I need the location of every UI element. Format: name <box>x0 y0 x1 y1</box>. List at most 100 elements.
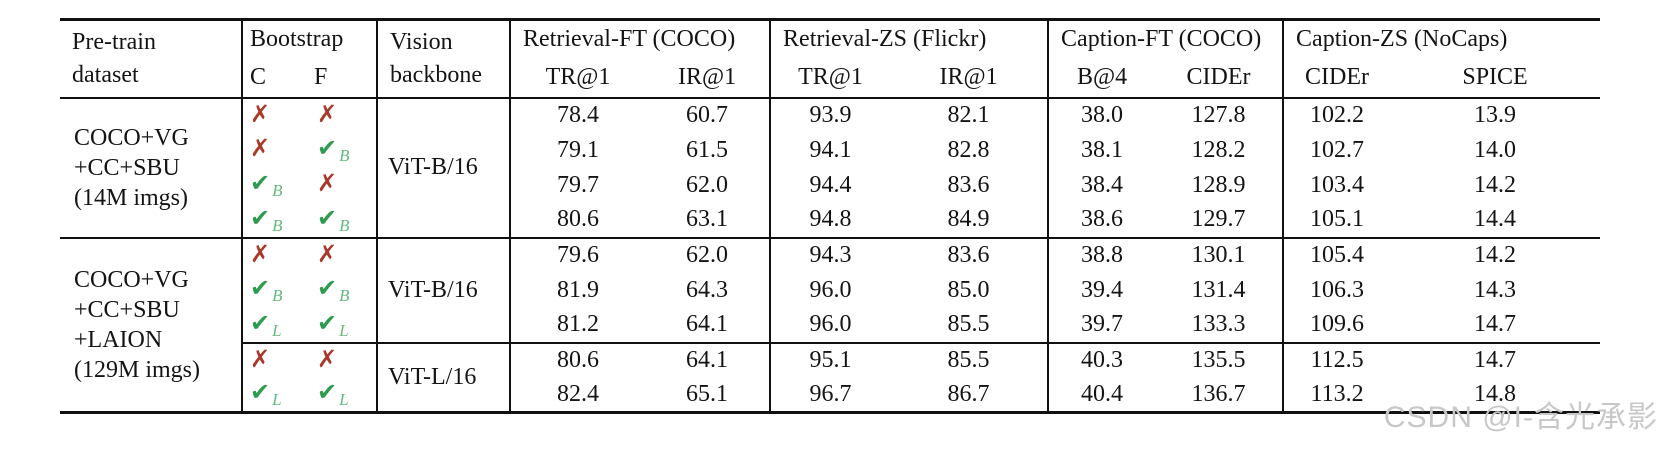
ir1-coco-header: IR@1 <box>645 58 772 98</box>
mark-symbol: ✔ <box>250 169 271 197</box>
metric-cell: 14.3 <box>1474 276 1517 303</box>
metric-cell: 62.0 <box>645 237 772 273</box>
bootstrap-c-cell: ✗ <box>242 133 310 168</box>
metric-cell: 82.1 <box>890 97 1050 133</box>
metric-cell: 105.4 <box>1310 242 1365 268</box>
mark-subscript: L <box>339 390 349 410</box>
metric-cell: 106.3 <box>1310 276 1365 303</box>
metric-cell: 96.7 <box>809 380 852 407</box>
metric-cell: 85.5 <box>890 307 1050 343</box>
mark-symbol: ✗ <box>317 344 338 373</box>
bootstrap-mark-icon: ✗ <box>317 239 339 268</box>
mark-symbol: ✔ <box>317 308 338 337</box>
metric-cell: 127.8 <box>1155 97 1285 133</box>
mark-subscript: B <box>272 181 283 200</box>
mark-symbol: ✗ <box>317 239 338 268</box>
header-line: dataset <box>72 61 139 88</box>
b4-header: B@4 <box>1076 64 1128 90</box>
metric-cell: 95.1 <box>770 341 891 378</box>
bootstrap-mark-icon: ✔ B <box>250 274 283 305</box>
dataset-line: COCO+VG <box>74 266 189 293</box>
spice-header: SPICE <box>1462 64 1528 90</box>
vision-backbone-header: Vision backbone <box>377 19 512 98</box>
metric-cell: 61.5 <box>645 132 772 168</box>
metric-cell: 38.6 <box>1081 206 1124 232</box>
mark-symbol: ✗ <box>250 344 271 373</box>
mark-symbol: ✔ <box>250 308 271 337</box>
metric-cell: 39.4 <box>1081 276 1124 303</box>
metric-cell: 85.0 <box>890 272 1050 308</box>
table-row: ✔ L ✔ L 82.4 65.1 96.7 86.7 40.4 136.7 113… <box>60 377 1600 413</box>
metric-cell: 94.3 <box>809 242 852 268</box>
bootstrap-f-cell: ✗ <box>310 237 379 273</box>
bootstrap-c-cell: ✔ B <box>242 203 310 238</box>
metric-cell: 129.7 <box>1155 202 1285 238</box>
table-header: Pre-train dataset Bootstrap Vision backb… <box>60 19 1601 98</box>
bootstrap-mark-icon: ✔ B <box>250 204 283 235</box>
mark-symbol: ✗ <box>250 239 271 268</box>
metric-cell: 64.1 <box>645 341 772 378</box>
mark-subscript: B <box>339 286 350 305</box>
tr1-coco-header: TR@1 <box>545 64 611 90</box>
metric-cell: 14.2 <box>1474 242 1517 268</box>
bootstrap-c-cell: ✗ <box>242 341 310 378</box>
dataset-line: (129M imgs) <box>74 356 200 383</box>
pretrain-dataset-header: Pre-train dataset <box>60 19 243 98</box>
retrieval-zs-flickr-header: Retrieval-ZS (Flickr) <box>770 19 1050 59</box>
bootstrap-mark-icon: ✗ <box>250 99 272 128</box>
table-row: ✔ B ✔ B 81.9 64.3 96.0 85.0 39.4 131.4 106… <box>60 272 1600 308</box>
metric-cell: 133.3 <box>1155 307 1285 343</box>
metric-cell: 131.4 <box>1155 272 1285 308</box>
bootstrap-mark-icon: ✗ <box>250 239 272 268</box>
pretrain-dataset-cell: COCO+VG +CC+SBU +LAION (129M imgs) <box>60 237 243 413</box>
bootstrap-f-header: F <box>310 58 379 98</box>
metric-cell: 39.7 <box>1081 311 1124 337</box>
metric-cell: 38.0 <box>1081 102 1124 128</box>
metric-cell: 81.9 <box>557 276 600 303</box>
table-row: ✗ ✗ ViT-L/16 80.6 64.1 95.1 85.5 40.3 13… <box>60 341 1601 413</box>
metric-cell: 94.1 <box>809 136 852 163</box>
metric-cell: 65.1 <box>645 377 772 413</box>
bootstrap-mark-icon: ✗ <box>250 134 272 162</box>
csdn-watermark: CSDN @I-含光承影 <box>1383 401 1658 434</box>
mark-symbol: ✗ <box>250 99 271 128</box>
metric-cell: 93.9 <box>809 102 852 128</box>
metric-cell: 83.6 <box>890 167 1050 203</box>
bootstrap-mark-icon: ✔ L <box>250 308 282 340</box>
mark-symbol: ✔ <box>250 378 271 407</box>
bootstrap-c-cell: ✔ B <box>242 168 310 203</box>
mark-subscript: B <box>272 286 283 305</box>
ir1-flickr-header: IR@1 <box>890 58 1050 98</box>
tr1-flickr-header: TR@1 <box>798 64 863 90</box>
mark-symbol: ✔ <box>317 274 338 302</box>
bootstrap-f-cell: ✔ B <box>310 202 379 238</box>
metric-cell: 83.6 <box>890 237 1050 273</box>
mark-subscript: L <box>272 390 282 410</box>
metric-cell: 63.1 <box>645 202 772 238</box>
dataset-line: (14M imgs) <box>74 184 188 211</box>
bootstrap-f-cell: ✔ L <box>310 377 379 413</box>
metric-cell: 135.5 <box>1155 341 1285 378</box>
metric-cell: 79.6 <box>557 242 600 268</box>
pretrain-dataset-cell: COCO+VG +CC+SBU (14M imgs) <box>60 97 243 238</box>
dataset-line: +LAION <box>74 326 163 353</box>
bootstrap-f-cell: ✗ <box>310 97 379 133</box>
metric-cell: 64.3 <box>645 272 772 308</box>
header-line: Vision <box>390 28 453 55</box>
dataset-line: COCO+VG <box>74 124 189 151</box>
metric-cell: 38.1 <box>1081 136 1124 163</box>
metric-cell: 14.8 <box>1474 380 1517 407</box>
mark-symbol: ✗ <box>250 134 271 162</box>
mark-symbol: ✗ <box>317 169 338 197</box>
table-row: ✔ B ✔ B 80.6 63.1 94.8 84.9 38.6 129.7 105… <box>60 202 1600 238</box>
metric-cell: 94.8 <box>809 206 852 232</box>
mark-subscript: B <box>339 215 350 235</box>
mark-symbol: ✗ <box>317 99 338 128</box>
bootstrap-mark-icon: ✔ B <box>317 204 350 235</box>
table-row: ✔ L ✔ L 81.2 64.1 96.0 85.5 39.7 133.3 109… <box>60 307 1600 343</box>
metric-cell: 96.0 <box>809 311 852 337</box>
bootstrap-f-cell: ✔ B <box>310 272 379 308</box>
bootstrap-c-cell: ✔ L <box>242 378 310 413</box>
metric-cell: 128.9 <box>1155 167 1285 203</box>
caption-ft-coco-header: Caption-FT (COCO) <box>1048 19 1285 59</box>
